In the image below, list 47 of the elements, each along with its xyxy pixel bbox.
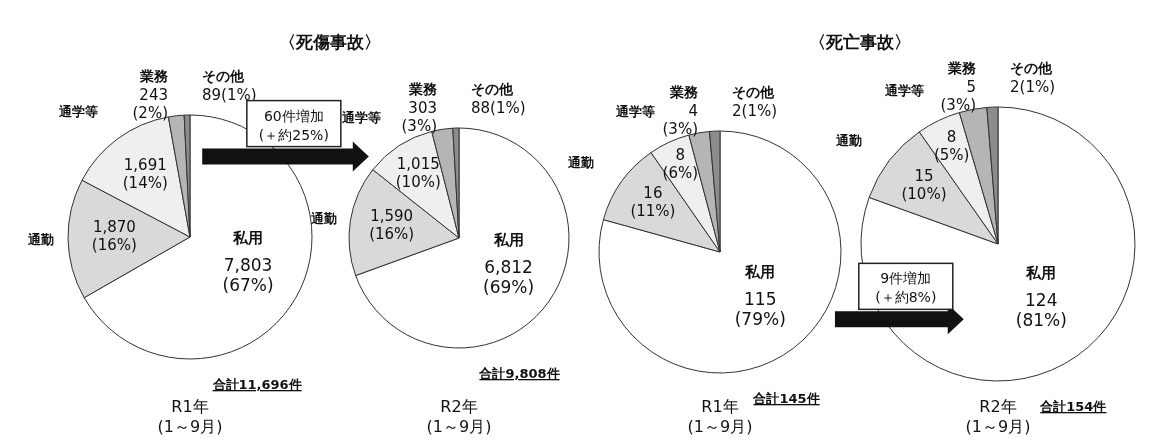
text: 9件増加 (＋約8%) (875, 270, 937, 306)
slice-label: 業務 (139, 68, 169, 84)
data-label: 243 (2%) (132, 86, 168, 122)
slice-label: 私用 (492, 230, 524, 249)
chart-title: 〈死亡事故〉 (809, 32, 911, 52)
slice-label: 通学等 (614, 104, 655, 120)
text: R2年 (1～9月) (965, 397, 1031, 436)
slice-label: 業務 (408, 81, 438, 97)
slice-label: 通勤 (309, 211, 337, 227)
text: 60件増加 (＋約25%) (258, 107, 329, 143)
data-label: 2(1%) (1010, 78, 1056, 96)
data-label: 88(1%) (471, 99, 526, 117)
data-label: 1,015 (10%) (395, 155, 441, 192)
data-label: 1,870 (16%) (91, 218, 137, 255)
data-label: 16 (11%) (630, 184, 676, 221)
data-label: 303 (3%) (401, 99, 437, 135)
slice-label: 通学等 (340, 110, 381, 126)
slice-label: その他 (732, 84, 775, 100)
data-label: 2(1%) (732, 102, 778, 120)
slice-label: 業務 (669, 84, 699, 100)
slice-label: 業務 (947, 60, 977, 76)
slice-label: 通学等 (883, 82, 924, 98)
text: R2年 (1～9月) (426, 397, 492, 436)
data-label: 1,691 (14%) (122, 156, 168, 192)
data-label: 6,812 (69%) (483, 256, 535, 298)
text: R1年 (1～9月) (687, 397, 753, 436)
slice-label: 通学等 (57, 104, 98, 120)
data-label: 5 (3%) (940, 78, 976, 114)
data-label: 115 (79%) (734, 288, 786, 330)
slice-label: その他 (471, 81, 514, 97)
data-label: 1,590 (16%) (369, 207, 415, 244)
text: R1年 (1～9月) (157, 397, 223, 436)
slice-label: その他 (202, 68, 245, 84)
slice-label: 私用 (744, 262, 776, 281)
slice-label: 私用 (232, 228, 264, 247)
slice-label: 通勤 (566, 155, 594, 171)
data-label: 7,803 (67%) (222, 254, 274, 296)
data-label: 8 (5%) (933, 127, 970, 164)
slice-label: その他 (1010, 60, 1053, 76)
data-label: 15 (10%) (901, 167, 947, 204)
slice-label: 通勤 (835, 133, 863, 149)
data-label: 124 (81%) (1015, 289, 1067, 331)
data-label: 89(1%) (202, 86, 257, 104)
slice-label: 私用 (1025, 263, 1057, 282)
slice-label: 通勤 (27, 232, 55, 248)
chart-title: 〈死傷事故〉 (279, 32, 381, 52)
data-label: 4 (3%) (662, 102, 698, 138)
